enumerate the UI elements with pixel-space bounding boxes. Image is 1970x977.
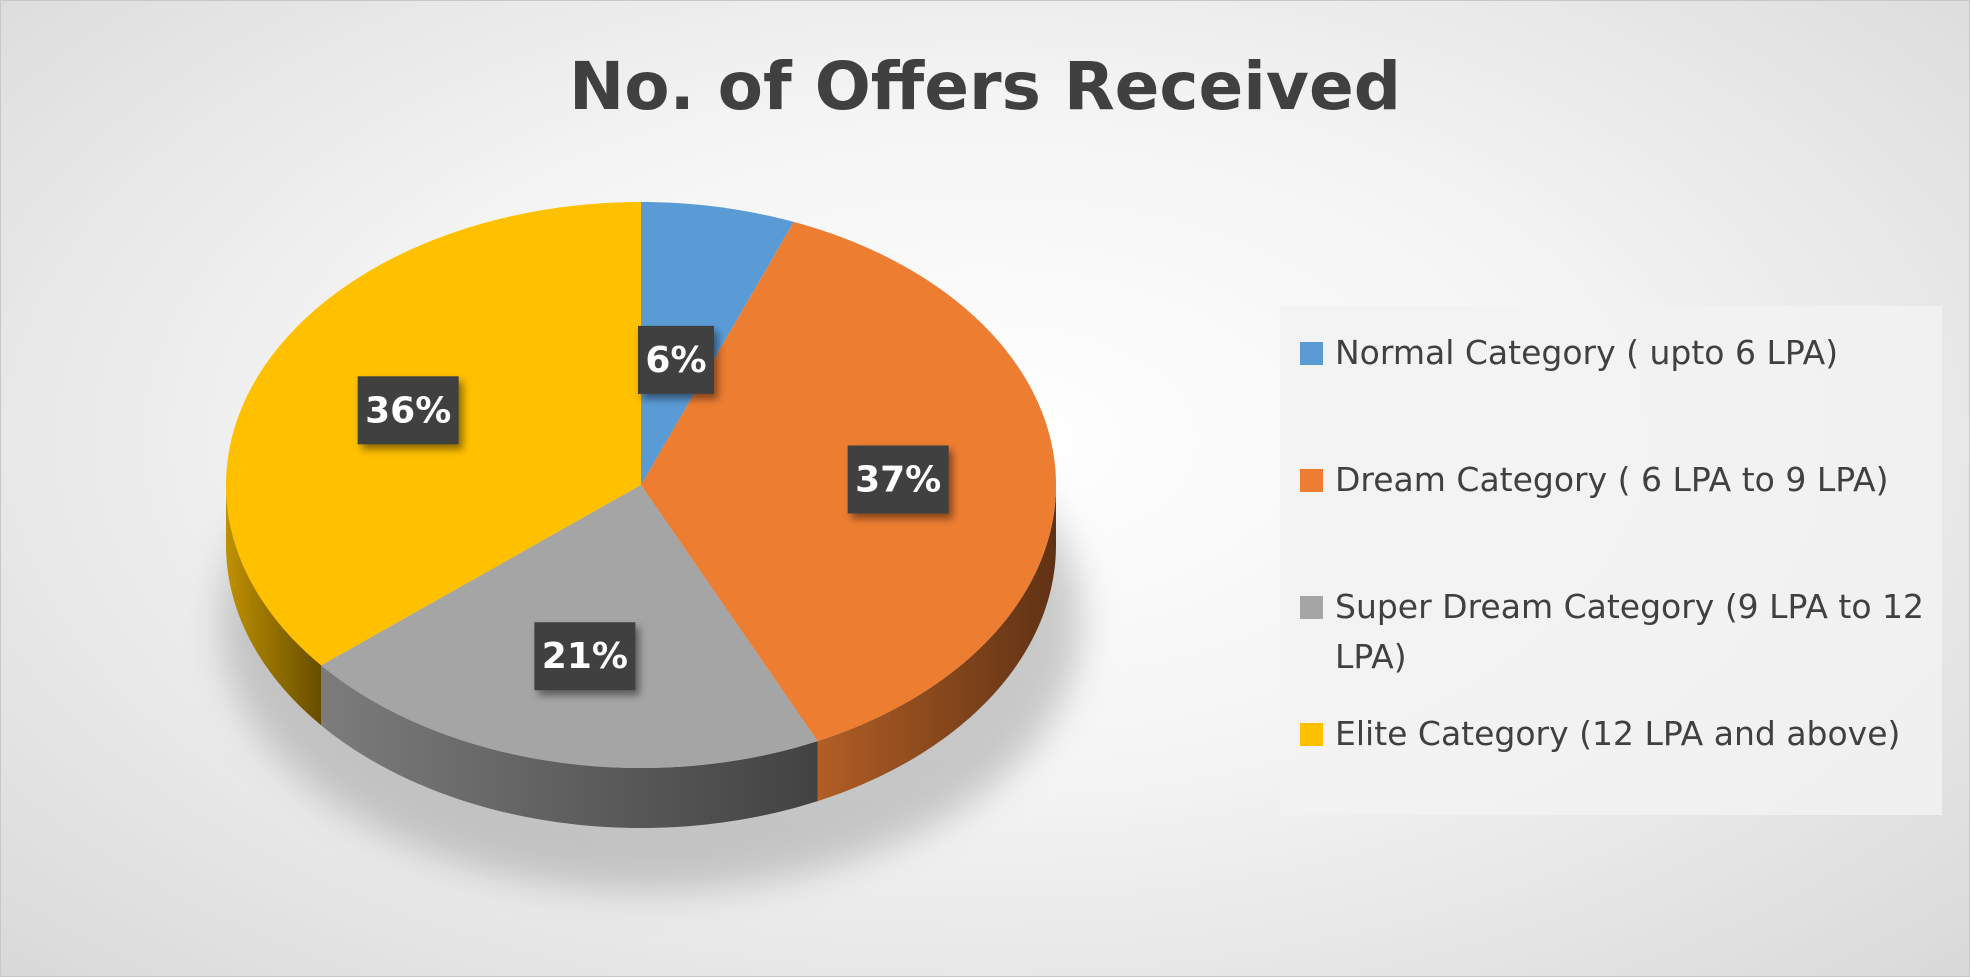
data-label-box	[357, 376, 459, 445]
data-label: 36%	[365, 390, 451, 431]
legend-label: Elite Category (12 LPA and above)	[1335, 714, 1901, 753]
data-label: 6%	[645, 340, 706, 381]
data-label-box	[534, 622, 636, 691]
data-label: 21%	[542, 636, 628, 677]
chart-title: No. of Offers Received	[569, 48, 1401, 125]
slice-side	[817, 485, 1056, 802]
legend: Normal Category ( upto 6 LPA) Dream Categ…	[1280, 306, 1942, 815]
legend-item: Dream Category ( 6 LPA to 9 LPA)	[1300, 455, 1926, 582]
legend-swatch	[1300, 723, 1323, 746]
legend-label: Super Dream Category (9 LPA to 12 LPA)	[1335, 587, 1925, 676]
legend-item: Super Dream Category (9 LPA to 12 LPA)	[1300, 582, 1926, 709]
legend-swatch	[1300, 596, 1323, 619]
slice-side	[226, 485, 322, 726]
slice-side	[321, 665, 818, 828]
legend-swatch	[1300, 469, 1323, 492]
data-label-box	[847, 445, 949, 514]
legend-swatch	[1300, 342, 1323, 365]
data-label: 37%	[855, 459, 941, 500]
data-label-box	[637, 325, 714, 394]
legend-item: Normal Category ( upto 6 LPA)	[1300, 328, 1926, 455]
legend-label: Normal Category ( upto 6 LPA)	[1335, 333, 1839, 372]
slice	[641, 202, 794, 485]
legend-item: Elite Category (12 LPA and above)	[1300, 709, 1926, 836]
legend-label: Dream Category ( 6 LPA to 9 LPA)	[1335, 460, 1889, 499]
